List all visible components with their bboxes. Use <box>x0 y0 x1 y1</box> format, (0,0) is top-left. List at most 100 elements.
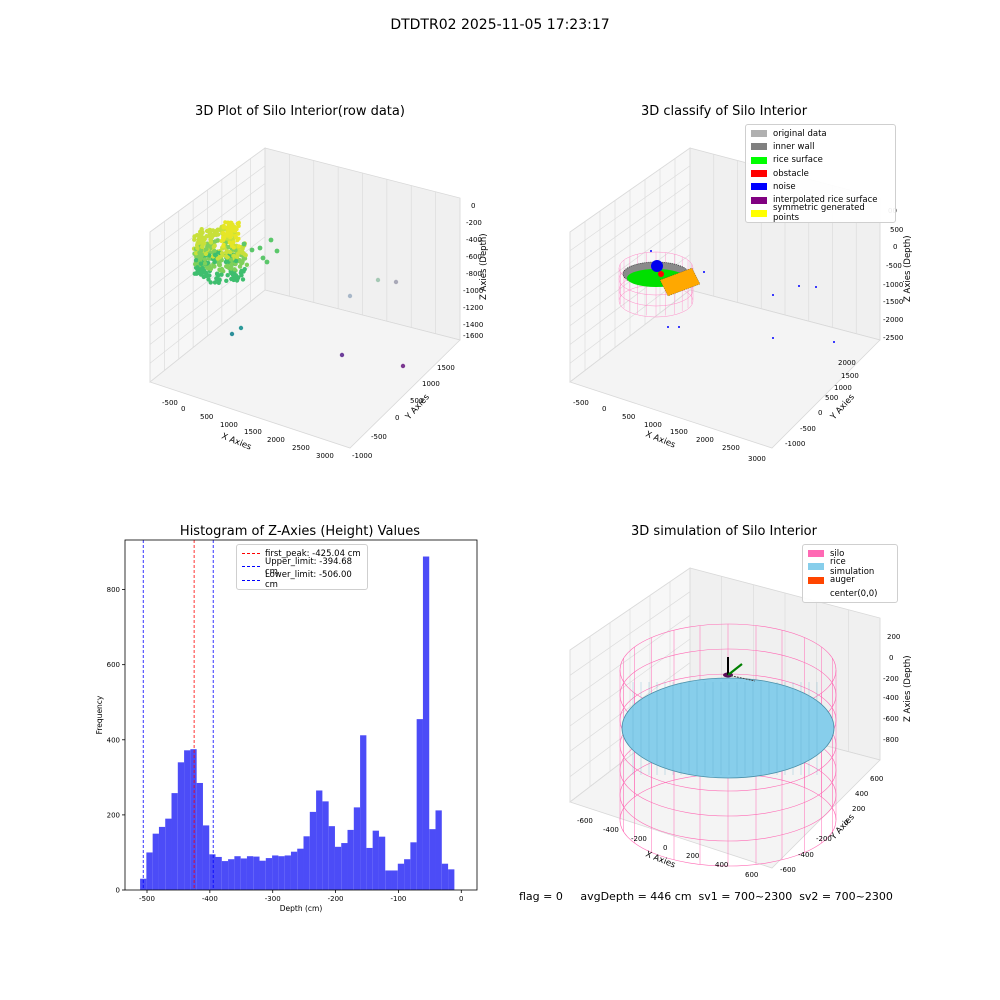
point <box>197 233 202 238</box>
hist-bar <box>259 860 266 890</box>
hist-bar <box>272 855 279 890</box>
hist-bar <box>171 793 178 890</box>
point <box>375 277 381 283</box>
legend-line-swatch <box>242 566 260 568</box>
point <box>229 276 234 282</box>
point <box>240 277 246 282</box>
p4-xtick: 0 <box>663 844 667 852</box>
p1-ytick: 0 <box>395 414 399 422</box>
point <box>225 273 230 278</box>
p2-ytick: 0 <box>818 409 822 417</box>
point <box>194 251 199 256</box>
point <box>198 239 203 245</box>
panel-3-legend: first_peak: -425.04 cm Upper_limit: -394.… <box>236 544 368 590</box>
point <box>195 265 200 270</box>
point <box>215 232 221 237</box>
point <box>221 244 226 248</box>
p4-ytick: -200 <box>816 835 832 843</box>
p2-ytick: 2000 <box>838 359 856 367</box>
point <box>233 233 238 238</box>
hist-bar <box>297 848 304 890</box>
point <box>238 325 244 331</box>
hist-bar <box>448 869 455 890</box>
point <box>202 241 207 246</box>
point <box>219 239 224 243</box>
point <box>223 250 229 255</box>
p1-ztick: -1000 <box>463 287 483 295</box>
noise-point <box>772 337 774 339</box>
p2-xtick: 2000 <box>696 436 714 444</box>
point <box>204 234 209 239</box>
legend-entry: noise <box>751 180 890 193</box>
p1-ztick: -1200 <box>463 304 483 312</box>
legend-entry: silo <box>808 547 892 560</box>
p2-xtick: -500 <box>573 399 589 407</box>
legend-entry: center(0,0) <box>808 587 892 600</box>
hist-bar <box>422 556 430 890</box>
grid-line <box>569 183 691 270</box>
hist-bar <box>209 854 216 890</box>
hist-bar <box>190 749 197 890</box>
hist-bar <box>215 856 222 890</box>
p1-xtick: 0 <box>181 405 185 413</box>
y-tick-label: 800 <box>107 586 120 594</box>
point <box>221 225 226 230</box>
point <box>264 259 270 265</box>
grid-line <box>569 567 691 651</box>
p4-ztick: -800 <box>883 736 899 744</box>
point <box>211 244 217 250</box>
point <box>225 264 230 270</box>
p1-ztick: 0 <box>471 202 475 210</box>
point <box>224 278 229 283</box>
point <box>243 253 248 258</box>
point <box>241 241 247 247</box>
hist-bar <box>404 859 411 890</box>
hist-bar <box>385 870 392 890</box>
panel-2-title: 3D classify of Silo Interior <box>640 104 808 119</box>
point <box>219 251 225 256</box>
legend-swatch <box>808 590 824 597</box>
p1-ytick: -500 <box>371 433 387 441</box>
hist-bar <box>165 818 172 890</box>
obstacle <box>658 271 664 277</box>
point <box>223 220 228 225</box>
legend-entry: Upper_limit: -394.68 cm <box>242 557 362 577</box>
point <box>347 293 353 299</box>
hist-bar <box>353 807 361 890</box>
legend-entry: first_peak: -425.04 cm <box>242 547 362 560</box>
noise-point <box>667 326 669 328</box>
grid-line <box>149 183 266 270</box>
point <box>202 261 208 266</box>
point <box>226 245 231 250</box>
hist-ylabel: Frequency <box>95 695 104 734</box>
point <box>224 232 229 237</box>
p2-ztick: 500 <box>890 226 903 234</box>
legend-label: original data <box>773 128 827 139</box>
legend-label: center(0,0) <box>830 588 878 599</box>
p1-ytick: -1000 <box>352 452 372 460</box>
hist-bar <box>429 829 436 890</box>
point <box>242 267 247 272</box>
hist-bar <box>177 762 185 890</box>
hist-bar <box>360 735 367 890</box>
legend-line-swatch <box>242 579 260 581</box>
p4-ytick: 400 <box>855 790 868 798</box>
point <box>393 279 399 285</box>
point <box>204 270 209 276</box>
panel-4-legend: silo rice simulation auger center(0,0) <box>802 544 898 604</box>
p4-ztick: -400 <box>883 694 899 702</box>
point <box>216 280 221 285</box>
legend-entry: obstacle <box>751 167 890 180</box>
point <box>257 245 263 251</box>
p2-ztick: -2500 <box>883 334 903 342</box>
point <box>217 255 222 260</box>
p2-zlabel: Z Axies (Depth) <box>903 235 913 302</box>
auger-axis <box>727 663 743 676</box>
hist-bar <box>234 856 241 890</box>
p2-ytick: -1000 <box>785 440 805 448</box>
point <box>235 252 240 257</box>
p2-ztick: -1000 <box>883 281 903 289</box>
hist-bar <box>202 825 210 890</box>
noise-point <box>833 341 835 343</box>
